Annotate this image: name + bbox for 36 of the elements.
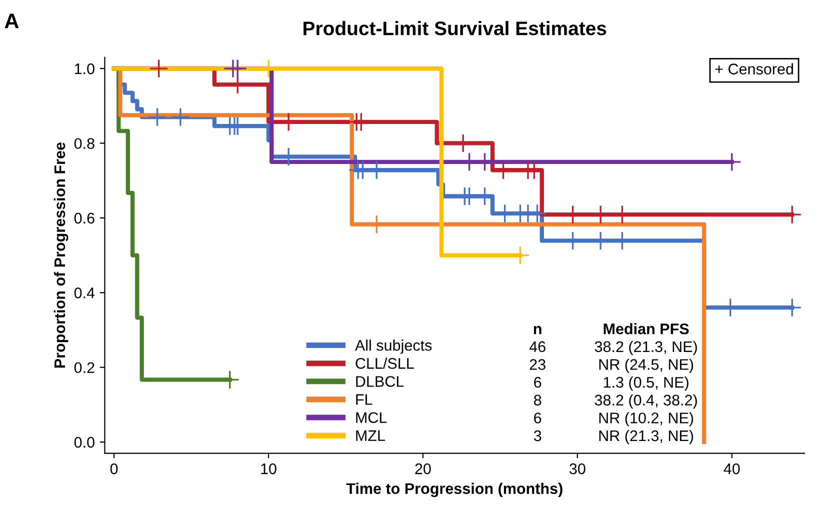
annotation: 3	[534, 430, 542, 442]
x-axis-title: Time to Progression (months)	[346, 482, 562, 498]
annotation: 6	[534, 376, 542, 388]
annotation: n	[534, 326, 542, 334]
annotation: 23	[530, 359, 546, 370]
x-tick-label: 0	[110, 463, 118, 474]
annotation: 38.2 (21.3, NE)	[594, 340, 697, 356]
annotation: NR (10.2, NE)	[599, 412, 694, 426]
y-tick-label: 0.8	[74, 138, 94, 149]
y-tick-label: 1.0	[74, 63, 94, 74]
annotation: Median PFS	[604, 323, 689, 334]
annotation: NR (24.5, NE)	[599, 358, 694, 373]
annotation: + Censored	[715, 63, 794, 74]
legend-label: DLBCL	[356, 376, 404, 387]
y-axis-title: Proportion of Progression Free	[54, 142, 68, 368]
annotation: 46	[529, 341, 546, 352]
text: A	[4, 14, 19, 28]
legend-label: MCL	[356, 412, 387, 424]
annotation: 38.2 (0.4, 38.2)	[594, 394, 697, 409]
y-tick-label: 0.2	[74, 362, 94, 374]
annotation: 8	[534, 394, 542, 406]
y-tick-label: 0.0	[74, 436, 94, 448]
legend-label: All subjects	[354, 340, 432, 354]
legend-label: CLL/SLL	[356, 358, 414, 369]
legend-label: FL	[356, 394, 372, 405]
x-tick-label: 10	[261, 463, 276, 474]
y-tick-label: 0.6	[74, 212, 94, 224]
y-tick-label: 0.4	[74, 288, 95, 298]
annotation: NR (21.3, NE)	[599, 430, 694, 444]
annotation: 6	[534, 412, 542, 424]
x-tick-label: 20	[415, 463, 431, 474]
x-tick-label: 40	[724, 463, 740, 474]
annotation: 1.3 (0.5, NE)	[604, 376, 688, 391]
legend-label: MZL	[356, 430, 385, 441]
chart-title: Product-Limit Survival Estimates	[304, 20, 606, 36]
x-tick-label: 30	[570, 463, 586, 474]
